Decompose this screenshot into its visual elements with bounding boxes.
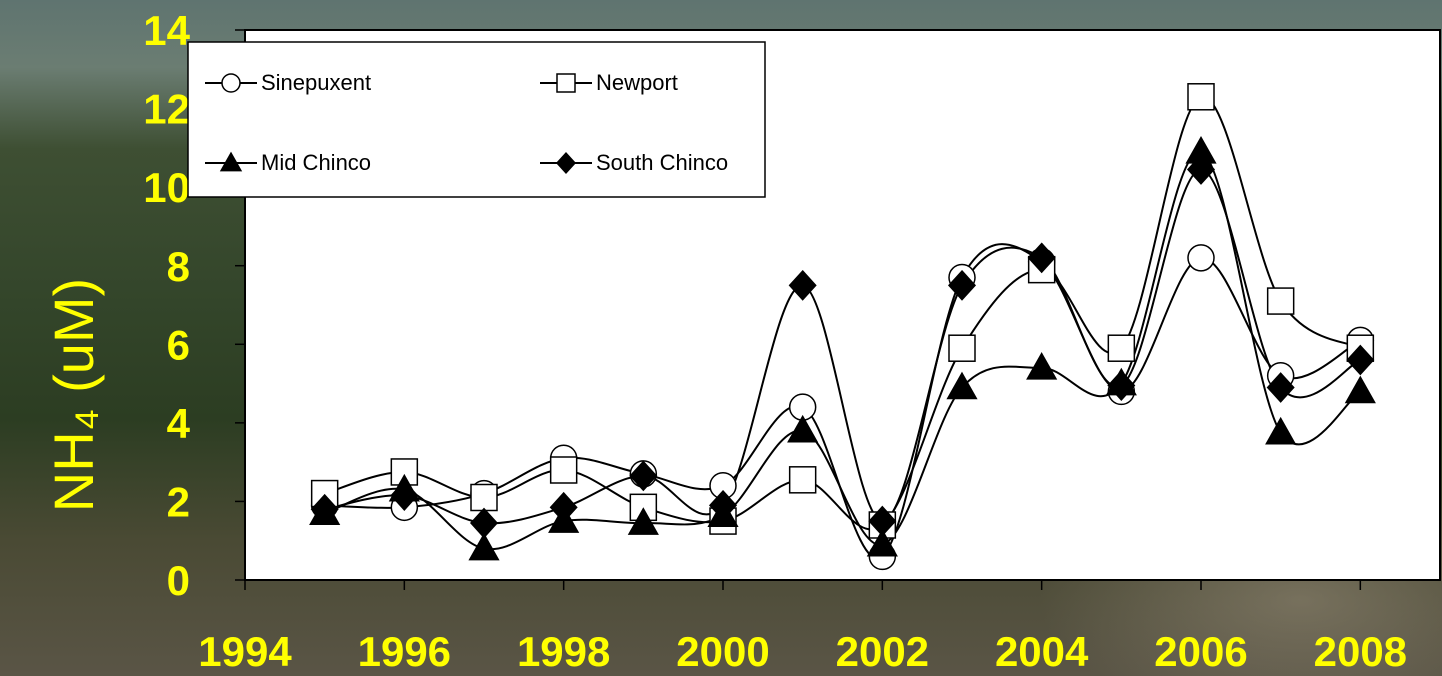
data-point	[310, 493, 339, 525]
legend-marker	[219, 151, 243, 172]
x-tick-label: 2004	[995, 628, 1089, 675]
data-point	[1186, 154, 1216, 185]
x-tick-label: 1996	[358, 628, 451, 675]
data-point	[1107, 370, 1136, 401]
data-point	[708, 489, 738, 521]
x-tick-label: 2000	[676, 628, 769, 675]
legend-label: South Chinco	[596, 150, 728, 175]
data-point	[470, 483, 498, 512]
data-point	[549, 491, 578, 523]
data-point	[469, 507, 499, 539]
data-point	[866, 528, 898, 557]
data-point	[1107, 334, 1136, 362]
y-tick-label: 12	[143, 86, 190, 133]
data-point	[468, 532, 500, 561]
data-point	[946, 371, 978, 400]
data-point	[1027, 242, 1056, 274]
data-point	[1346, 344, 1375, 376]
data-point	[629, 460, 658, 492]
y-axis-label: NH₄ (uM)	[42, 278, 105, 512]
x-tick-label: 2008	[1314, 628, 1407, 675]
legend-marker	[555, 151, 577, 175]
data-point	[627, 507, 659, 535]
y-tick-label: 4	[167, 400, 191, 447]
y-tick-label: 0	[167, 557, 190, 604]
data-point	[1187, 83, 1215, 111]
legend-marker	[556, 73, 576, 93]
data-point	[788, 269, 817, 301]
y-tick-label: 8	[167, 243, 190, 290]
x-tick-label: 1998	[517, 628, 610, 675]
data-point	[788, 466, 817, 494]
data-point	[1344, 375, 1376, 404]
data-point	[1187, 244, 1215, 272]
legend-box	[187, 41, 766, 198]
data-point	[787, 414, 819, 443]
x-tick-label: 2002	[836, 628, 929, 675]
data-point	[390, 480, 419, 511]
data-point	[1266, 287, 1295, 315]
data-point	[1265, 416, 1297, 445]
data-point	[1266, 372, 1295, 403]
x-tick-label: 1994	[198, 628, 292, 675]
y-tick-label: 2	[167, 479, 190, 526]
legend-label: Sinepuxent	[261, 70, 371, 95]
legend-marker	[221, 73, 241, 93]
data-point	[1026, 352, 1058, 380]
data-point	[947, 269, 977, 301]
legend-label: Mid Chinco	[261, 150, 371, 175]
y-tick-label: 14	[143, 7, 190, 54]
data-point	[948, 334, 976, 362]
data-point	[549, 456, 578, 484]
y-tick-label: 10	[143, 164, 190, 211]
x-tick-label: 2006	[1154, 628, 1247, 675]
data-point	[868, 505, 897, 537]
legend-label: Newport	[596, 70, 678, 95]
y-tick-label: 6	[167, 321, 190, 368]
